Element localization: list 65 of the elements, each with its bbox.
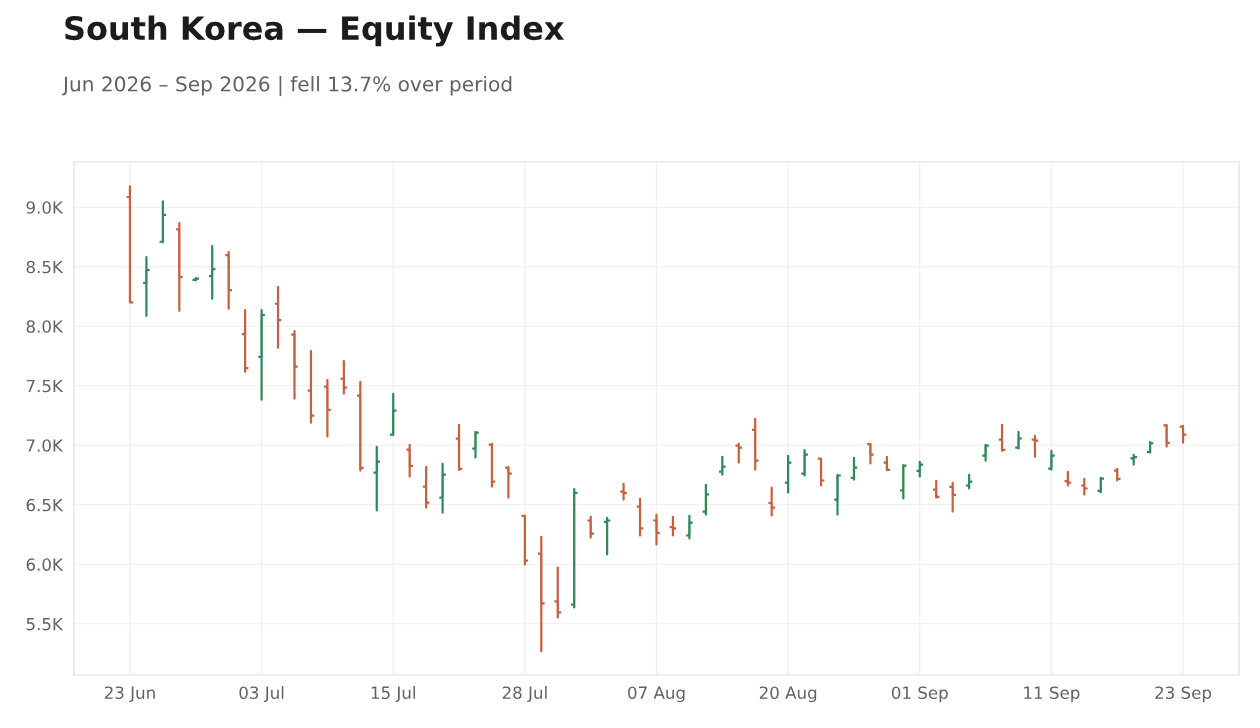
candlestick xyxy=(372,445,382,512)
candlestick xyxy=(915,460,925,478)
candlestick xyxy=(454,423,464,472)
y-tick-label: 8.5K xyxy=(26,260,64,274)
candlestick xyxy=(783,454,793,494)
candlestick xyxy=(158,200,168,244)
candlestick xyxy=(635,497,645,537)
candlestick xyxy=(1145,441,1155,454)
y-tick-label: 8.0K xyxy=(26,320,64,333)
x-tick-label: 20 Aug xyxy=(759,686,817,703)
candlestick xyxy=(536,535,546,653)
candlestick xyxy=(717,455,727,476)
candlestick xyxy=(898,464,908,500)
candlestick xyxy=(487,442,497,488)
y-tick-label: 7.0K xyxy=(26,439,64,452)
candlestick xyxy=(882,455,892,472)
x-tick-label: 23 Sep xyxy=(1155,686,1212,703)
candlestick xyxy=(586,515,596,539)
candlestick xyxy=(421,465,431,509)
x-tick-label: 03 Jul xyxy=(239,686,284,703)
candlestick xyxy=(553,566,563,619)
candlestick xyxy=(388,392,398,437)
candlestick xyxy=(125,185,135,304)
candlestick xyxy=(767,486,777,517)
candlestick xyxy=(602,516,612,556)
candlestick xyxy=(1129,453,1139,466)
candlestick xyxy=(964,473,974,490)
candlestick xyxy=(339,359,349,395)
candlestick xyxy=(207,245,217,300)
x-tick-label: 07 Aug xyxy=(628,686,685,703)
chart-subtitle: Jun 2026 – Sep 2026 | fell 13.7% over period xyxy=(61,75,512,97)
x-tick-label: 01 Sep xyxy=(891,686,948,703)
candlestick xyxy=(520,514,530,566)
y-tick-label: 7.5K xyxy=(26,379,64,393)
candlestick xyxy=(701,483,711,516)
candlestick xyxy=(816,457,826,487)
candlestick xyxy=(1030,434,1040,458)
candlestick xyxy=(355,380,365,472)
chart-title: South Korea — Equity Index xyxy=(65,15,564,47)
candlestick xyxy=(668,515,678,537)
candlestick xyxy=(1112,467,1122,482)
candlestick xyxy=(734,442,744,464)
x-tick-label: 15 Jul xyxy=(371,686,415,703)
candlestick xyxy=(931,479,941,499)
candlestick xyxy=(1096,476,1106,494)
candlestick xyxy=(1178,424,1188,444)
y-tick-label: 6.0K xyxy=(26,558,64,571)
candlestick xyxy=(849,456,859,481)
candlestick xyxy=(1063,470,1073,487)
candlestick xyxy=(273,285,283,349)
candlestick xyxy=(405,443,415,478)
x-tick-label: 23 Jun xyxy=(104,686,155,703)
candlestick xyxy=(240,308,250,373)
y-tick-label: 5.5K xyxy=(26,618,64,631)
candlestick xyxy=(997,423,1007,452)
candlestick xyxy=(750,417,760,471)
candlestick xyxy=(948,481,958,513)
candlestick xyxy=(306,349,316,424)
y-tick-label: 6.5K xyxy=(26,498,64,512)
candlestick xyxy=(191,276,201,282)
candlestick xyxy=(569,488,579,609)
candlestick xyxy=(174,222,184,312)
x-tick-label: 11 Sep xyxy=(1024,686,1080,703)
y-tick-label: 9.0K xyxy=(26,201,64,214)
x-tick-label: 28 Jul xyxy=(502,686,547,703)
